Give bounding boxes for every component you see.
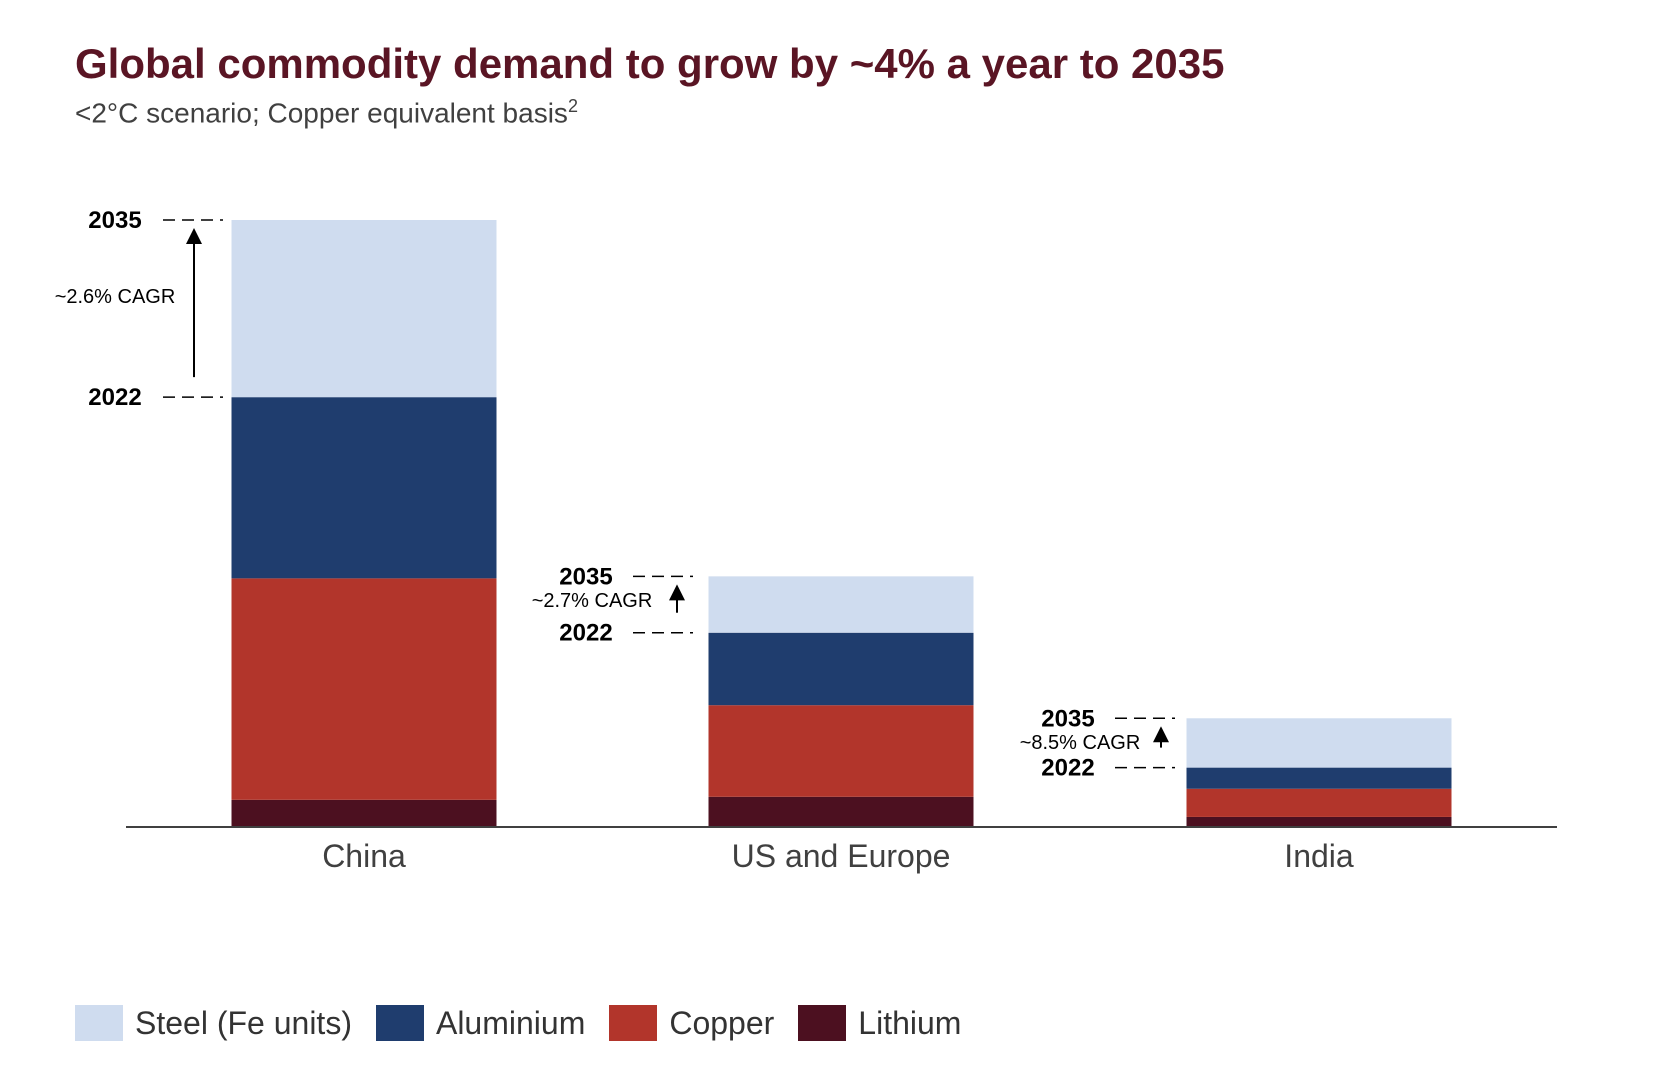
- legend-item-lithium: Lithium: [798, 1005, 961, 1042]
- chart-title: Global commodity demand to grow by ~4% a…: [75, 40, 1225, 87]
- legend-swatch-aluminium: [375, 1005, 424, 1041]
- legend-swatch-copper: [609, 1005, 658, 1041]
- cagr-label-china: ~2.6% CAGR: [55, 286, 176, 308]
- legend-label-lithium: Lithium: [858, 1004, 962, 1041]
- bar-us-and-europe-lithium: [708, 796, 974, 827]
- chart-legend: Steel (Fe units) Aluminium Copper Lithium: [75, 1003, 985, 1043]
- bar-china-aluminium: [231, 397, 497, 579]
- legend-label-steel-fe-units: Steel (Fe units): [135, 1004, 352, 1041]
- bar-india-steel-fe-units: [1186, 718, 1452, 768]
- legend-item-copper: Copper: [609, 1005, 774, 1042]
- year-label-start-china: 2022: [88, 384, 141, 411]
- bar-india-lithium: [1186, 816, 1452, 827]
- bar-india-aluminium: [1186, 767, 1452, 789]
- subtitle-footnote: 2: [567, 96, 578, 116]
- year-label-end-us-and-europe: 2035: [559, 563, 612, 590]
- bar-us-and-europe-aluminium: [708, 632, 974, 706]
- legend-label-aluminium: Aluminium: [435, 1004, 586, 1041]
- legend-swatch-steel-fe-units: [75, 1005, 123, 1041]
- year-label-end-india: 2035: [1041, 705, 1094, 732]
- cagr-label-india: ~8.5% CAGR: [1020, 732, 1141, 754]
- bar-china-copper: [231, 578, 497, 800]
- bar-us-and-europe-steel-fe-units: [708, 576, 974, 633]
- chart-subtitle: <2°C scenario; Copper equivalent basis2: [75, 96, 578, 129]
- bar-china-lithium: [231, 799, 497, 827]
- legend-label-copper: Copper: [669, 1004, 775, 1041]
- year-label-start-us-and-europe: 2022: [559, 620, 612, 647]
- bar-china-steel-fe-units: [231, 220, 497, 398]
- bar-us-and-europe-copper: [708, 705, 974, 797]
- cagr-label-us-and-europe: ~2.7% CAGR: [532, 590, 653, 612]
- category-label-india: India: [1284, 838, 1354, 874]
- year-label-end-china: 2035: [88, 207, 141, 234]
- year-label-start-india: 2022: [1041, 755, 1094, 782]
- legend-item-steel-fe-units: Steel (Fe units): [75, 1005, 352, 1042]
- category-label-us-and-europe: US and Europe: [732, 838, 951, 874]
- legend-item-aluminium: Aluminium: [375, 1004, 586, 1042]
- legend-swatch-lithium: [798, 1005, 847, 1041]
- category-label-china: China: [322, 838, 406, 874]
- subtitle-text: <2°C scenario; Copper equivalent basis: [75, 97, 568, 129]
- bar-india-copper: [1186, 788, 1452, 817]
